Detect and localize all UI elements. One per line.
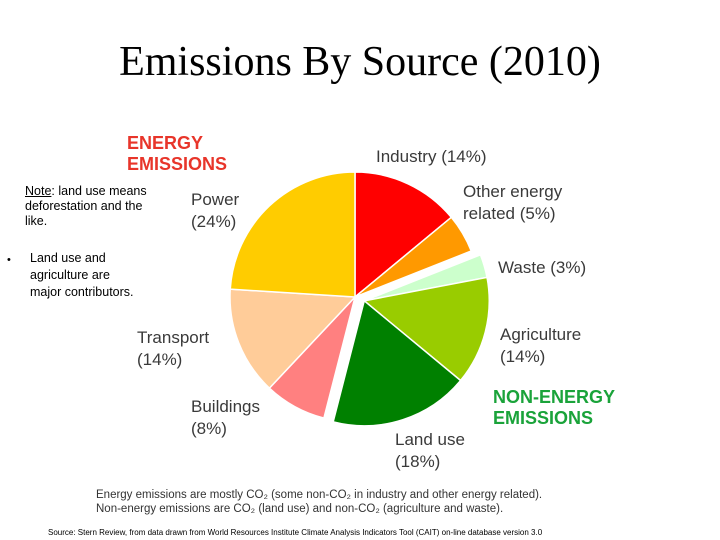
non-energy-label-line-2: EMISSIONS: [493, 408, 594, 428]
label-buildings-line-1: Buildings: [191, 397, 260, 416]
chart-caption: Energy emissions are mostly CO₂ (some no…: [96, 488, 656, 516]
label-other-energy: Other energy related (5%): [463, 181, 562, 225]
energy-emissions-label: ENERGY EMISSIONS: [127, 133, 227, 175]
note-prefix: Note: [25, 184, 52, 198]
label-land-use-line-2: (18%): [395, 452, 441, 471]
label-power-line-2: (24%): [191, 212, 237, 231]
caption-line-1: Energy emissions are mostly CO₂ (some no…: [96, 489, 543, 501]
label-industry: Industry (14%): [376, 147, 487, 166]
energy-label-line-1: ENERGY: [127, 133, 204, 153]
label-agriculture: Agriculture (14%): [500, 324, 581, 368]
bullet-text: Land use and agriculture are major contr…: [30, 251, 134, 299]
non-energy-emissions-label: NON-ENERGY EMISSIONS: [493, 387, 615, 429]
pie-slice-land-use: [332, 299, 462, 427]
label-transport-line-1: Transport: [137, 328, 210, 347]
label-land-use: Land use (18%): [395, 429, 465, 473]
slide-title: Emissions By Source (2010): [119, 39, 601, 85]
label-power-line-1: Power: [191, 190, 240, 209]
label-transport-line-2: (14%): [137, 350, 183, 369]
label-agriculture-line-2: (14%): [500, 347, 546, 366]
pie-slice-industry: [354, 171, 453, 299]
label-other-energy-line-2: related (5%): [463, 204, 556, 223]
bullet-marker: •: [7, 254, 11, 266]
non-energy-label-line-1: NON-ENERGY: [493, 387, 616, 407]
pie-slice-transport: [229, 288, 357, 390]
energy-label-line-2: EMISSIONS: [127, 154, 228, 174]
label-waste: Waste (3%): [498, 258, 587, 277]
label-power: Power (24%): [191, 189, 239, 233]
label-other-energy-line-1: Other energy: [463, 182, 563, 201]
note-text: Note: land use means deforestation and t…: [25, 184, 165, 229]
label-land-use-line-1: Land use: [395, 430, 465, 449]
pie-slice-power: [229, 171, 356, 298]
label-buildings-line-2: (8%): [191, 419, 227, 438]
label-agriculture-line-1: Agriculture: [500, 325, 582, 344]
pie-slice-agriculture: [362, 276, 490, 382]
source-citation: Source: Stern Review, from data drawn fr…: [48, 528, 543, 537]
note-body: : land use means deforestation and the l…: [25, 184, 147, 228]
label-transport: Transport (14%): [137, 327, 209, 371]
label-buildings: Buildings (8%): [191, 396, 260, 440]
caption-line-2: Non-energy emissions are CO₂ (land use) …: [96, 503, 504, 515]
pie-slice-other-energy-related: [354, 216, 473, 298]
